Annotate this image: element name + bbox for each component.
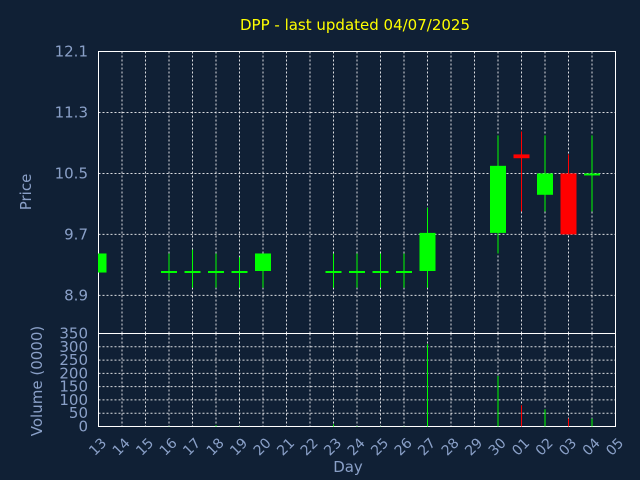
x-axis-ticks: 13 14 15 16 17 18 19 20 21 22 23 24 25 26 27 28 29 30 01 02…	[86, 435, 627, 459]
candle-body	[419, 232, 436, 272]
volume-grid	[98, 333, 616, 427]
volume-tick-label: 0	[78, 418, 88, 436]
x-axis-label: Day	[333, 458, 363, 476]
x-tick-label: 25	[368, 435, 392, 459]
x-tick-label: 02	[533, 435, 557, 459]
candle-body	[560, 173, 577, 235]
x-tick-label: 27	[415, 435, 439, 459]
x-tick-label: 22	[298, 435, 322, 459]
volume-tick-label: 350	[59, 325, 88, 343]
volume-tick-label: 200	[59, 364, 88, 382]
x-tick-label: 30	[486, 435, 510, 459]
candle-body	[372, 271, 389, 274]
x-tick-label: 14	[110, 435, 134, 459]
candle-body	[98, 253, 107, 273]
x-tick-label: 03	[556, 435, 580, 459]
price-tick-label: 9.7	[64, 225, 88, 243]
candle-body	[537, 173, 553, 195]
candle-body	[490, 165, 506, 233]
x-tick-label: 19	[227, 435, 251, 459]
x-tick-label: 04	[580, 435, 604, 459]
x-tick-label: 18	[204, 435, 228, 459]
volume-bars	[168, 344, 593, 427]
price-tick-label: 12.1	[55, 43, 88, 61]
price-tick-label: 8.9	[64, 286, 88, 304]
candle-body	[325, 271, 342, 274]
candle-body	[184, 271, 201, 274]
chart-title: DPP - last updated 04/07/2025	[240, 16, 470, 34]
candles	[98, 131, 600, 288]
x-tick-label: 20	[251, 435, 275, 459]
candle-body	[513, 154, 530, 159]
x-tick-label: 16	[157, 435, 181, 459]
volume-tick-label: 300	[59, 338, 88, 356]
x-tick-label: 13	[86, 435, 110, 459]
x-tick-label: 17	[180, 435, 204, 459]
price-axis-label: Price	[17, 174, 35, 211]
price-tick-label: 10.5	[55, 164, 88, 182]
volume-tick-label: 250	[59, 351, 88, 369]
x-tick-label: 29	[462, 435, 486, 459]
volume-tick-label: 150	[59, 378, 88, 396]
x-tick-label: 26	[392, 435, 416, 459]
x-tick-label: 28	[439, 435, 463, 459]
x-tick-label: 24	[345, 435, 369, 459]
candle-body	[584, 173, 600, 176]
volume-tick-label: 100	[59, 391, 88, 409]
x-tick-label: 15	[133, 435, 157, 459]
x-tick-label: 01	[509, 435, 533, 459]
price-axis-ticks: 8.9 9.7 10.5 11.3 12.1	[55, 43, 88, 305]
candle-body	[231, 271, 248, 274]
x-tick-label: 05	[603, 435, 627, 459]
volume-axis-label: Volume (0000)	[28, 326, 46, 436]
price-tick-label: 11.3	[55, 103, 88, 121]
candle-body	[208, 271, 224, 274]
x-tick-label: 23	[321, 435, 345, 459]
candle-body	[396, 271, 412, 274]
volume-tick-label: 50	[69, 404, 88, 422]
candle-body	[349, 271, 365, 274]
candle-body	[161, 271, 177, 274]
x-tick-label: 21	[274, 435, 298, 459]
candle-body	[255, 253, 271, 272]
